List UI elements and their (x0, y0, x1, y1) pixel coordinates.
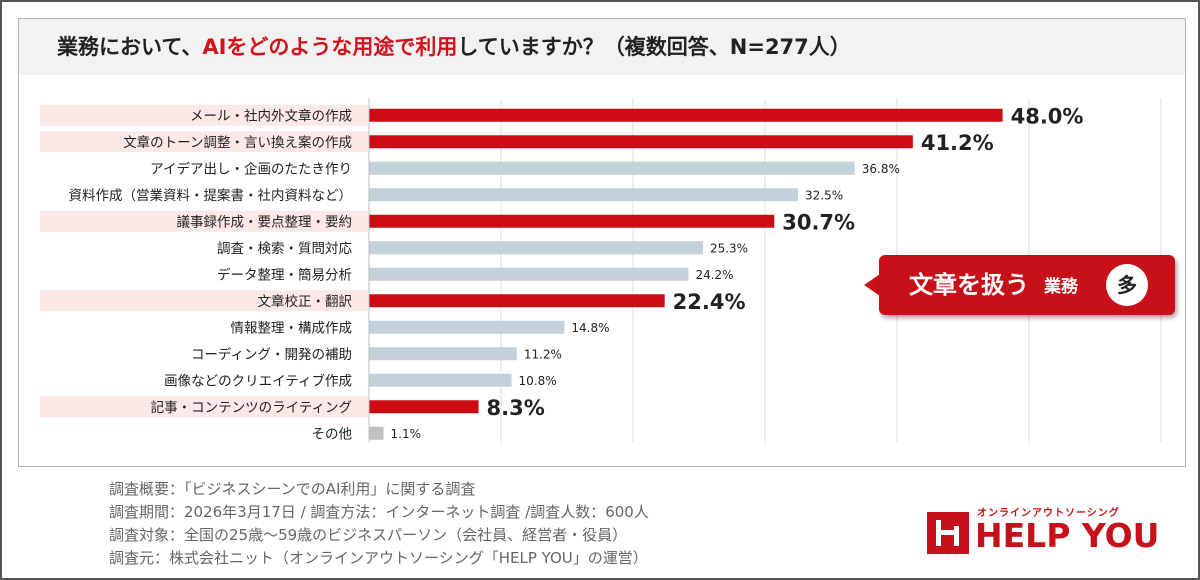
category-label: コーディング・開発の補助 (191, 346, 352, 363)
title-highlight: AIをどのような用途で利用 (202, 35, 458, 59)
category-label: 情報整理・構成作成 (231, 320, 353, 336)
callout-badge: 多 (1106, 264, 1148, 306)
value-label: 30.7% (782, 210, 855, 234)
callout-arrow (864, 274, 880, 296)
bar (369, 426, 384, 440)
callout-box: 文章を扱う 業務 多 (879, 255, 1175, 315)
note-line: 調査対象：全国の25歳〜59歳のビジネスパーソン（会社員、経営者・役員） (109, 526, 628, 544)
category-label: 調査・検索・質問対応 (217, 241, 352, 257)
logo-mark-icon (927, 512, 969, 554)
bar (369, 400, 479, 414)
value-label: 22.4% (673, 290, 746, 314)
value-label: 32.5% (805, 188, 843, 202)
category-label: 資料作成（営業資料・提案書・社内資料など） (69, 187, 353, 204)
category-label: 記事・コンテンツのライティング (151, 399, 352, 416)
value-label: 24.2% (695, 268, 733, 282)
bar (369, 320, 565, 334)
value-label: 14.8% (571, 321, 609, 335)
bar (369, 294, 665, 308)
survey-notes: 調査概要：「ビジネスシーンでのAI利用」に関する調査 調査期間：2026年3月1… (109, 478, 649, 570)
value-label: 41.2% (921, 131, 994, 155)
callout-main-text: 文章を扱う (909, 271, 1029, 299)
note-line: 調査元：株式会社ニット（オンラインアウトソーシング「HELP YOU」の運営） (109, 549, 648, 567)
bar (369, 347, 517, 361)
category-highlight-bg (40, 131, 368, 153)
bar (369, 188, 798, 202)
logo-text: HELP YOU (975, 516, 1160, 555)
category-highlight-bg (40, 290, 368, 312)
category-label: 文章校正・翻訳 (258, 293, 353, 310)
bar (369, 373, 512, 387)
category-label: 議事録作成・要点整理・要約 (177, 213, 353, 230)
bar (369, 161, 855, 175)
bar (369, 267, 689, 281)
value-label: 11.2% (524, 347, 562, 361)
bar (369, 108, 1003, 122)
title-prefix: 業務において、 (57, 35, 203, 59)
bar (369, 241, 703, 255)
category-label: その他 (312, 426, 353, 442)
value-label: 36.8% (862, 162, 900, 176)
category-highlight-bg (40, 210, 368, 232)
help-you-logo: オンラインアウトソーシング HELP YOU (927, 504, 1167, 556)
category-label: メール・社内外文章の作成 (190, 107, 352, 124)
value-label: 8.3% (487, 396, 545, 420)
value-label: 25.3% (710, 241, 748, 255)
bar (369, 214, 775, 228)
category-label: データ整理・簡易分析 (217, 266, 352, 283)
title-suffix: していますか？（複数回答、N=277人） (457, 35, 851, 59)
value-label: 1.1% (391, 427, 422, 441)
category-highlight-bg (40, 396, 368, 418)
chart-panel: 業務において、AIをどのような用途で利用していますか？（複数回答、N=277人） (18, 18, 1186, 467)
category-label: 画像などのクリエイティブ作成 (164, 372, 352, 389)
category-highlight-bg (40, 104, 368, 126)
value-label: 48.0% (1011, 104, 1084, 128)
value-label: 10.8% (519, 374, 557, 388)
category-label: 文章のトーン調整・言い換え案の作成 (123, 134, 352, 151)
chart-title: 業務において、AIをどのような用途で利用していますか？（複数回答、N=277人） (19, 19, 1185, 75)
category-label: アイデア出し・企画のたたき作り (150, 160, 352, 177)
logo-subtitle: オンラインアウトソーシング (977, 508, 1120, 519)
callout-sub-text: 業務 (1044, 277, 1078, 297)
note-line: 調査概要：「ビジネスシーンでのAI利用」に関する調査 (109, 480, 476, 498)
bar (369, 135, 913, 149)
note-line: 調査期間：2026年3月17日 / 調査方法：インターネット調査 /調査人数：6… (109, 503, 649, 521)
